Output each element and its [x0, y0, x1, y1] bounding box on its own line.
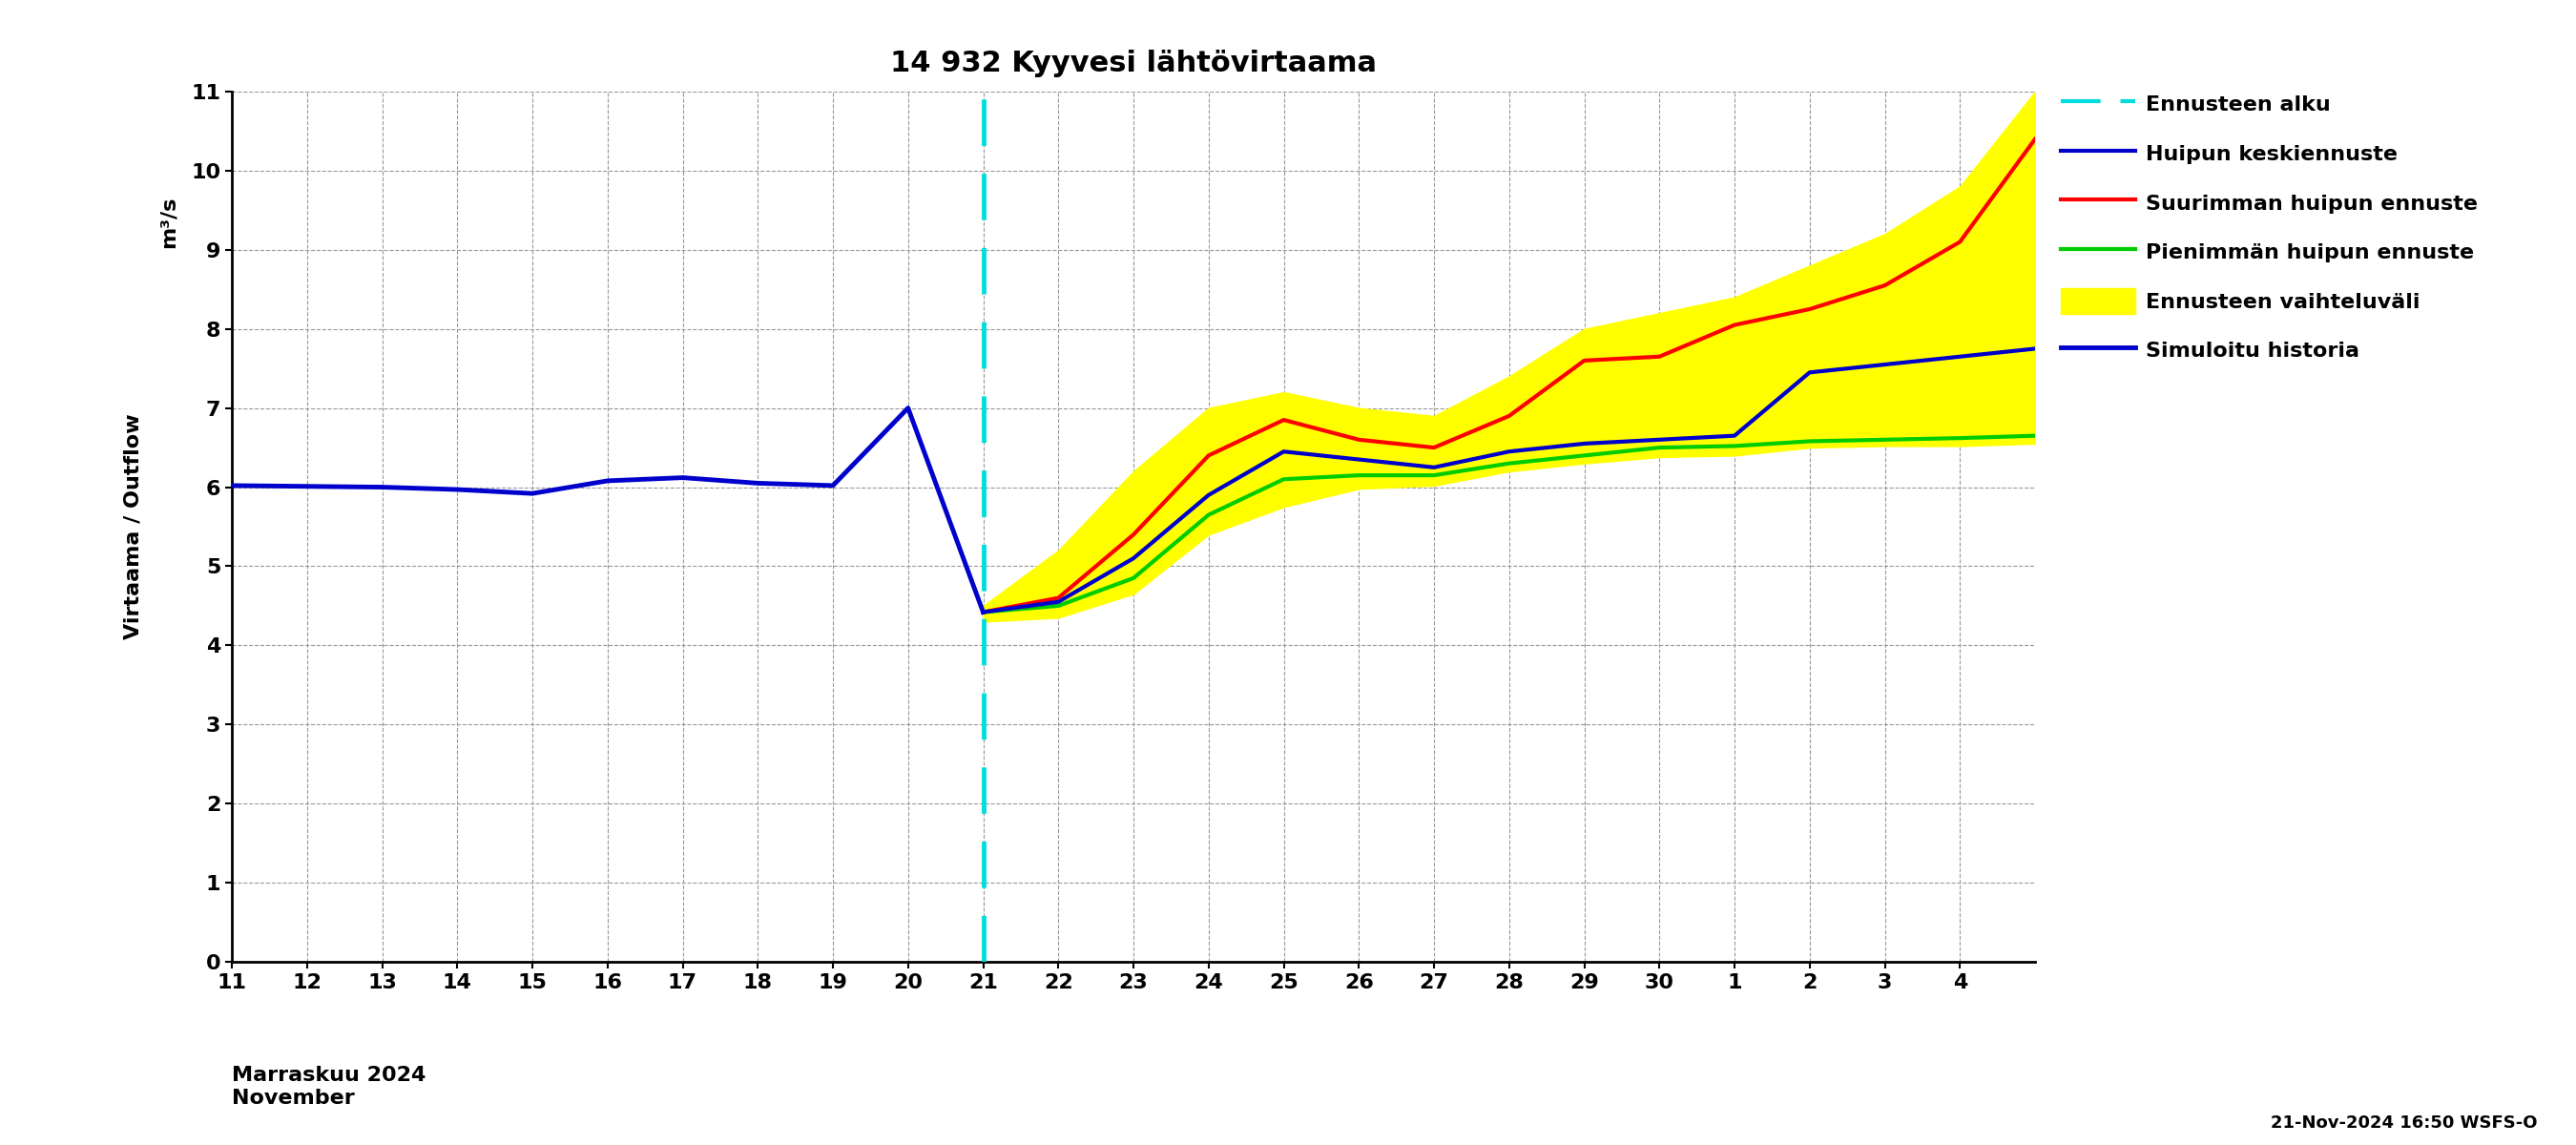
Text: 21-Nov-2024 16:50 WSFS-O: 21-Nov-2024 16:50 WSFS-O — [2269, 1114, 2537, 1131]
Text: Virtaama / Outflow: Virtaama / Outflow — [124, 413, 142, 640]
Legend: Ennusteen alku, Huipun keskiennuste, Suurimman huipun ennuste, Pienimmän huipun : Ennusteen alku, Huipun keskiennuste, Suu… — [2056, 85, 2483, 370]
Text: m³/s: m³/s — [160, 196, 178, 248]
Title: 14 932 Kyyvesi lähtövirtaama: 14 932 Kyyvesi lähtövirtaama — [891, 49, 1376, 78]
Text: Marraskuu 2024
November: Marraskuu 2024 November — [232, 1066, 425, 1107]
